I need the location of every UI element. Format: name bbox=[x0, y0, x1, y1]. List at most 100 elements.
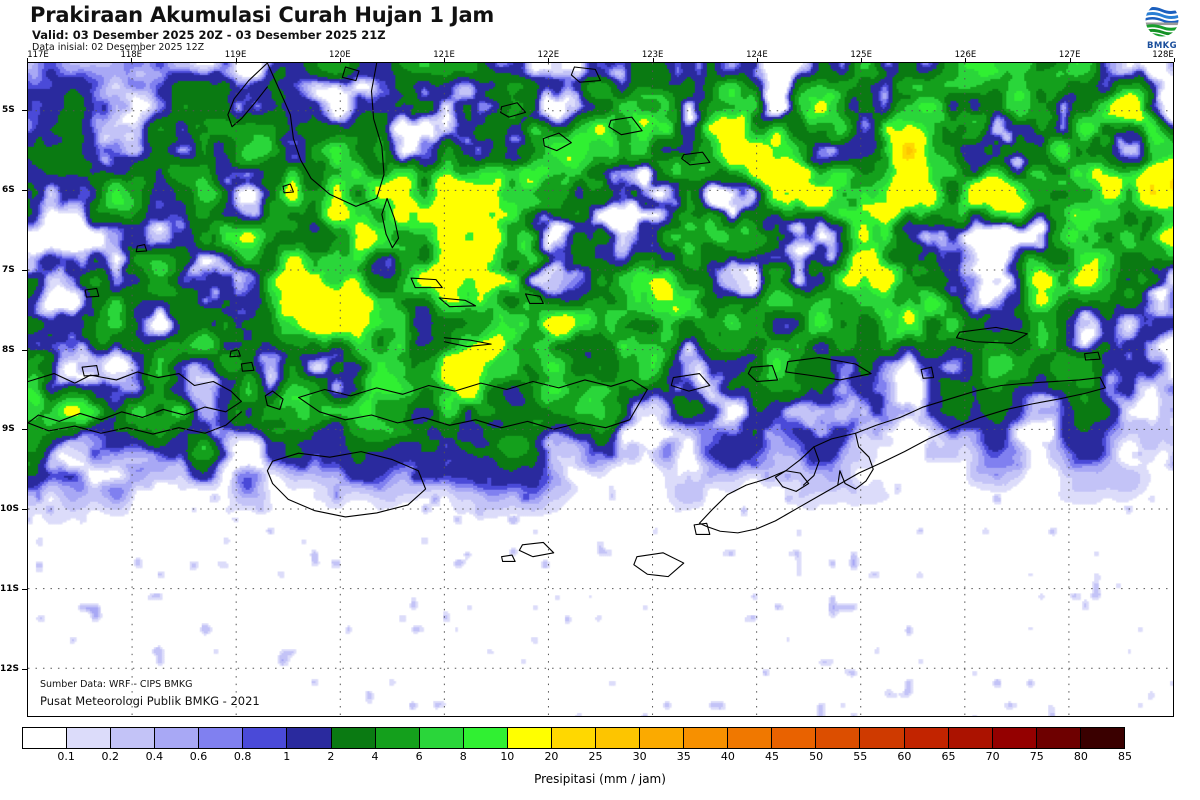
coastline-pantar bbox=[747, 365, 779, 383]
lat-tick-mark bbox=[22, 669, 27, 671]
lat-tick-mark bbox=[22, 509, 27, 511]
colorbar-segment bbox=[507, 728, 552, 748]
colorbar-tick-labels: 0.1 0.2 0.4 0.6 0.8 1 2 4 6 8 10 20 25 30 35 40 45 50 55 60… bbox=[22, 750, 1132, 766]
coastline-semau bbox=[693, 522, 711, 536]
colorbar-segment bbox=[243, 728, 288, 748]
lon-tick-mark bbox=[27, 58, 28, 62]
colorbar-tick-label: 1 bbox=[283, 750, 291, 763]
lon-tick-mark bbox=[652, 58, 654, 62]
coastline-small-isl-1 bbox=[542, 132, 572, 152]
coastline-moyo bbox=[81, 365, 100, 377]
colorbar-tick-label: 2 bbox=[327, 750, 335, 763]
initial-data-text: Data inisial: 02 Desember 2025 12Z bbox=[32, 42, 205, 53]
lat-tick-label: 12S bbox=[0, 664, 20, 675]
lon-tick-label: 128E bbox=[1152, 50, 1174, 60]
colorbar-segment bbox=[23, 728, 68, 748]
coastline-kalaotoa bbox=[524, 293, 544, 305]
bmkg-logo-icon bbox=[1145, 3, 1179, 37]
coastline-alor bbox=[785, 357, 872, 381]
lon-tick-mark bbox=[548, 58, 550, 62]
lat-tick-mark bbox=[22, 589, 27, 591]
coastline-small-isl-2 bbox=[608, 116, 643, 136]
colorbar-segment bbox=[1080, 728, 1124, 748]
lon-tick-mark bbox=[339, 58, 341, 62]
colorbar-tick-label: 0.8 bbox=[233, 750, 252, 763]
coastline-sangeang bbox=[240, 361, 255, 372]
colorbar-segment bbox=[67, 728, 112, 748]
lon-tick-mark bbox=[756, 58, 758, 62]
gridline-overlay bbox=[28, 63, 1173, 716]
coastline-sulawesi-sw-peninsula bbox=[266, 63, 385, 207]
colorbar[interactable] bbox=[22, 727, 1125, 749]
colorbar-tick-label: 0.1 bbox=[57, 750, 75, 763]
colorbar-segment bbox=[596, 728, 641, 748]
coastline-timor-leste-border bbox=[837, 432, 874, 490]
colorbar-tick-label: 45 bbox=[765, 750, 780, 763]
colorbar-tick-label: 70 bbox=[985, 750, 1000, 763]
colorbar-segment bbox=[992, 728, 1037, 748]
coastline-timor-inner-1 bbox=[802, 446, 820, 486]
lon-tick-label: 122E bbox=[537, 50, 560, 60]
lon-tick-mark bbox=[444, 58, 446, 62]
lon-tick-label: 127E bbox=[1058, 50, 1081, 60]
colorbar-segment bbox=[816, 728, 861, 748]
lon-tick-label: 123E bbox=[641, 50, 664, 60]
colorbar-segment bbox=[111, 728, 156, 748]
lat-tick-label: 5S bbox=[2, 104, 15, 115]
lat-tick-label: 8S bbox=[2, 344, 15, 355]
coastline-raijua bbox=[501, 554, 516, 563]
lat-tick-label: 6S bbox=[2, 184, 15, 195]
coastline-tanahjampea bbox=[410, 277, 443, 289]
lat-tick-mark bbox=[22, 109, 27, 111]
header-block: Prakiraan Akumulasi Curah Hujan 1 Jam Va… bbox=[30, 2, 494, 54]
coastline-flores-south bbox=[298, 388, 648, 430]
lon-tick-mark bbox=[235, 58, 237, 62]
coastline-bonerate bbox=[438, 297, 477, 308]
colorbar-tick-label: 0.4 bbox=[145, 750, 164, 763]
colorbar-tick-label: 20 bbox=[544, 750, 559, 763]
lon-tick-label: 120E bbox=[329, 50, 351, 60]
colorbar-segment bbox=[728, 728, 773, 748]
lon-tick-mark bbox=[965, 58, 967, 62]
coastline-atauro bbox=[920, 366, 935, 379]
lat-tick-mark bbox=[22, 429, 27, 431]
colorbar-tick-label: 60 bbox=[897, 750, 912, 763]
lon-tick-label: 117E bbox=[27, 50, 49, 60]
colorbar-segment bbox=[1036, 728, 1081, 748]
precipitation-map-plot[interactable]: Sumber Data: WRF - CIPS BMKG Pusat Meteo… bbox=[27, 62, 1174, 717]
colorbar-segment bbox=[287, 728, 332, 748]
colorbar-segment bbox=[640, 728, 685, 748]
lat-tick-mark bbox=[22, 349, 27, 351]
colorbar-title: Presipitasi (mm / jam) bbox=[534, 772, 666, 786]
lon-tick-mark bbox=[1174, 58, 1175, 62]
coastline-wetar-island bbox=[955, 326, 1028, 344]
coastline-small-isl-5 bbox=[341, 66, 360, 82]
coastline-selayar-island bbox=[381, 197, 400, 249]
coastline-small-isl-8 bbox=[135, 243, 148, 253]
valid-period-text: Valid: 03 Desember 2025 20Z - 03 Desembe… bbox=[32, 28, 386, 42]
coastline-lembata bbox=[670, 373, 711, 392]
colorbar-segment bbox=[463, 728, 508, 748]
colorbar-segment bbox=[419, 728, 464, 748]
lon-tick-mark bbox=[1069, 58, 1071, 62]
lon-tick-mark bbox=[131, 58, 133, 62]
coastline-timor-outline bbox=[698, 376, 1106, 534]
colorbar-segment bbox=[551, 728, 597, 748]
colorbar-segment bbox=[904, 728, 949, 748]
colorbar-tick-label: 0.6 bbox=[189, 750, 208, 763]
lat-tick-label: 9S bbox=[2, 424, 15, 435]
colorbar-segment bbox=[860, 728, 905, 748]
lon-tick-label: 121E bbox=[433, 50, 455, 60]
bmkg-logo: BMKG bbox=[1132, 2, 1192, 52]
colorbar-tick-label: 80 bbox=[1073, 750, 1088, 763]
lat-tick-label: 10S bbox=[0, 504, 20, 515]
coastline-small-isl-9 bbox=[84, 287, 100, 298]
colorbar-tick-label: 50 bbox=[809, 750, 824, 763]
colorbar-segment bbox=[331, 728, 376, 748]
colorbar-tick-label: 4 bbox=[371, 750, 379, 763]
lat-tick-mark bbox=[22, 189, 27, 191]
lat-tick-mark bbox=[22, 269, 27, 271]
colorbar-segment bbox=[772, 728, 817, 748]
lon-tick-label: 119E bbox=[224, 50, 247, 60]
